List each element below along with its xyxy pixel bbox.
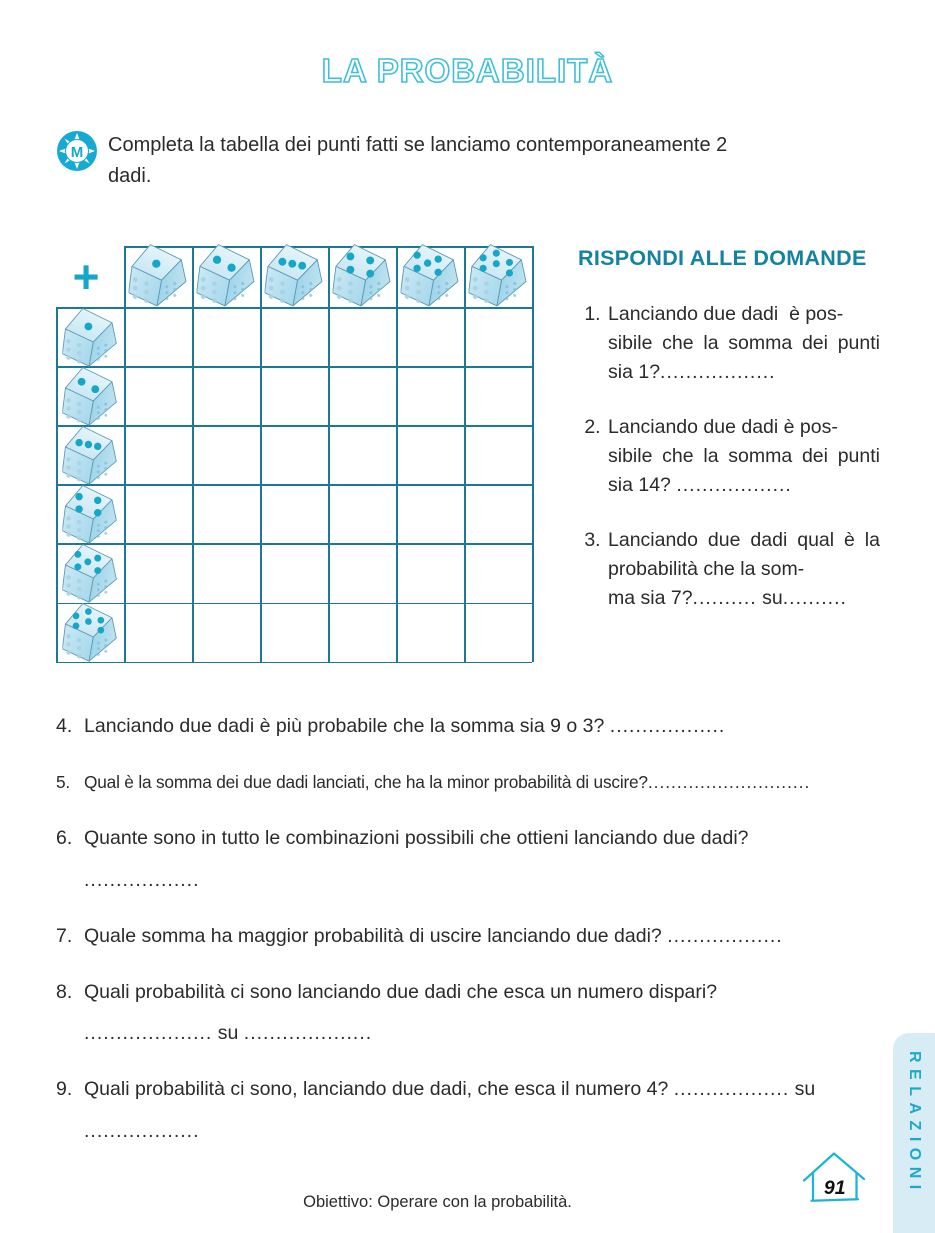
svg-text:+: + bbox=[73, 251, 100, 303]
svg-text:M: M bbox=[71, 144, 84, 161]
svg-text:91: 91 bbox=[824, 1177, 846, 1199]
